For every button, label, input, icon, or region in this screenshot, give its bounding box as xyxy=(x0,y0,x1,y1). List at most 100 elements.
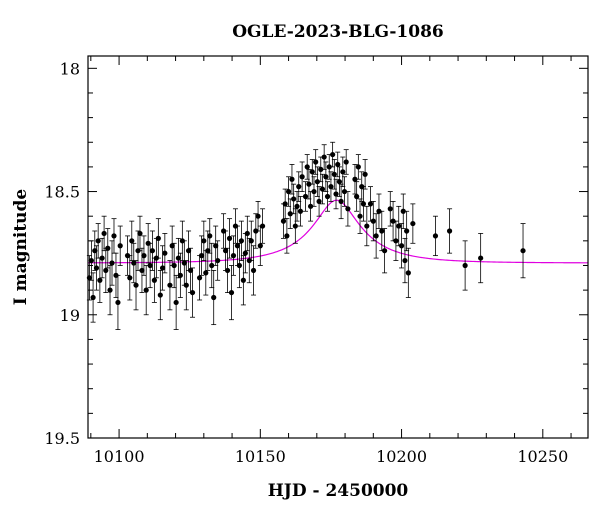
data-point xyxy=(141,235,147,276)
data-marker xyxy=(376,208,382,214)
data-marker xyxy=(244,230,250,237)
data-marker xyxy=(230,253,237,259)
data-point xyxy=(354,181,360,212)
data-point xyxy=(393,220,399,261)
data-marker xyxy=(215,257,221,264)
data-marker xyxy=(478,255,484,261)
data-marker xyxy=(314,179,320,185)
plot-frame xyxy=(87,55,589,439)
data-marker xyxy=(402,257,408,264)
data-point xyxy=(328,171,334,202)
data-marker xyxy=(287,211,293,217)
y-tick-label: 19.5 xyxy=(44,429,80,448)
data-point xyxy=(93,245,100,291)
data-marker xyxy=(183,282,189,288)
data-marker xyxy=(139,267,145,274)
data-marker xyxy=(321,154,327,160)
data-point xyxy=(319,173,326,205)
data-marker xyxy=(352,176,358,182)
data-marker xyxy=(289,176,295,182)
data-marker xyxy=(88,257,94,264)
data-points-layer xyxy=(86,141,526,330)
data-marker xyxy=(250,267,257,274)
data-marker xyxy=(297,208,304,214)
data-point xyxy=(155,218,161,259)
data-marker xyxy=(133,282,139,288)
data-point xyxy=(131,242,137,284)
data-point xyxy=(289,164,295,195)
data-point xyxy=(133,260,139,311)
data-point xyxy=(302,181,309,212)
data-point xyxy=(410,203,416,244)
data-marker xyxy=(357,213,363,219)
data-point xyxy=(215,240,221,281)
data-marker xyxy=(306,181,312,187)
y-tick-label: 18 xyxy=(60,59,80,78)
data-marker xyxy=(234,243,241,249)
data-marker xyxy=(105,245,111,251)
data-marker xyxy=(328,184,334,190)
data-marker xyxy=(259,223,266,229)
x-tick-labels: 10100 10150 10200 10250 xyxy=(94,447,569,466)
data-marker xyxy=(198,253,205,259)
data-point xyxy=(248,220,254,261)
data-point xyxy=(446,208,453,254)
data-marker xyxy=(330,151,336,158)
data-marker xyxy=(209,262,215,269)
data-marker xyxy=(387,206,393,212)
data-marker xyxy=(224,267,231,274)
data-marker xyxy=(196,275,203,281)
data-marker xyxy=(432,233,439,239)
data-marker xyxy=(213,243,219,249)
data-point xyxy=(355,154,361,180)
data-marker xyxy=(95,238,101,244)
data-point xyxy=(167,260,173,311)
tick-marks xyxy=(88,56,588,439)
data-marker xyxy=(318,166,324,172)
data-marker xyxy=(294,203,300,209)
data-point xyxy=(338,183,344,220)
data-point xyxy=(357,198,363,234)
data-point xyxy=(236,242,243,289)
data-marker xyxy=(396,223,402,229)
data-point xyxy=(97,257,103,303)
data-marker xyxy=(336,179,343,185)
data-marker xyxy=(370,218,376,224)
data-point xyxy=(226,218,233,259)
data-marker xyxy=(299,174,305,180)
data-point xyxy=(183,260,189,311)
data-marker xyxy=(99,255,105,261)
data-marker xyxy=(240,277,246,283)
data-point xyxy=(370,201,376,242)
data-marker xyxy=(185,248,192,254)
data-marker xyxy=(313,159,319,165)
data-point xyxy=(478,233,484,284)
data-point xyxy=(379,210,385,252)
data-marker xyxy=(316,198,322,205)
y-tick-label: 19 xyxy=(60,306,80,325)
data-point xyxy=(311,176,317,207)
data-marker xyxy=(93,265,100,271)
data-marker xyxy=(147,262,153,269)
data-marker xyxy=(103,267,109,274)
data-marker xyxy=(137,230,143,237)
data-marker xyxy=(226,235,233,241)
data-point xyxy=(90,272,96,323)
data-marker xyxy=(345,206,351,212)
data-point xyxy=(373,213,379,259)
data-point xyxy=(189,267,196,318)
data-point xyxy=(105,228,111,269)
x-tick-label: 10250 xyxy=(517,447,568,466)
y-tick-label: 18.5 xyxy=(44,183,80,202)
y-tick-labels: 18 18.5 19 19.5 xyxy=(44,59,80,448)
data-marker xyxy=(362,171,368,177)
data-point xyxy=(255,201,261,232)
data-point xyxy=(462,240,468,291)
data-marker xyxy=(151,277,157,283)
data-marker xyxy=(319,186,326,192)
data-point xyxy=(129,220,135,261)
data-marker xyxy=(207,233,213,239)
data-point xyxy=(259,208,266,244)
data-point xyxy=(207,218,213,254)
